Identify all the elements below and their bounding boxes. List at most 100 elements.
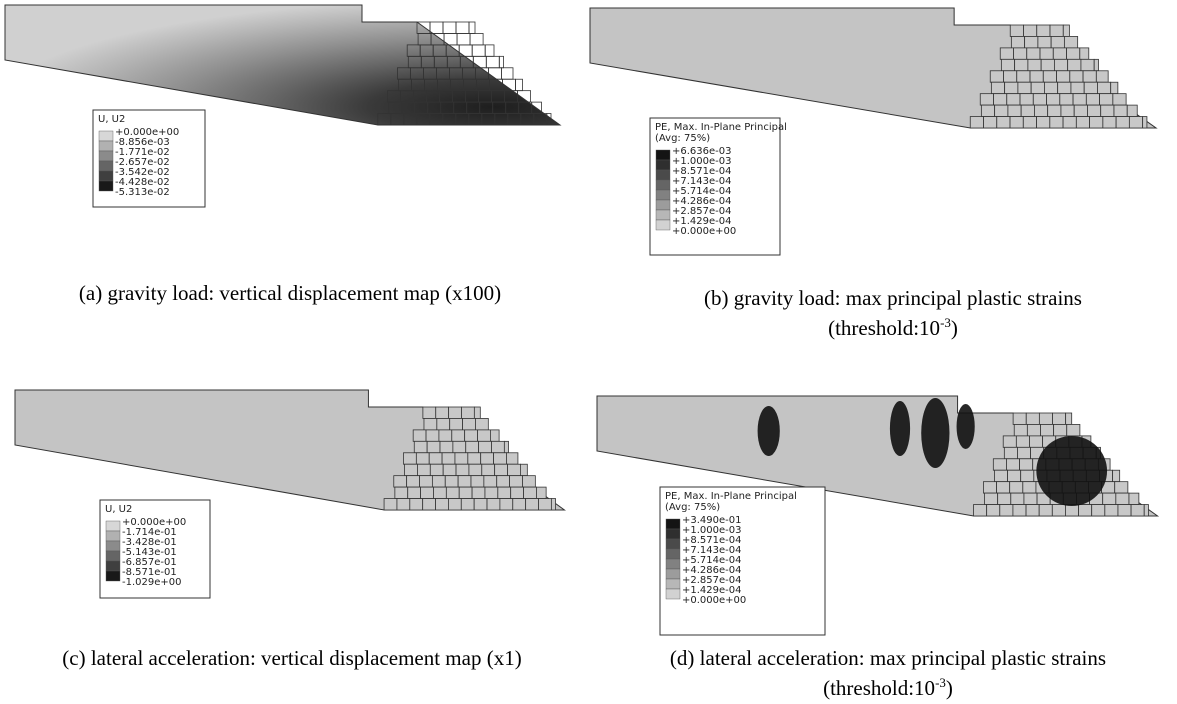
- block: [448, 499, 461, 510]
- block: [1040, 424, 1053, 435]
- block: [551, 499, 555, 510]
- block: [1053, 413, 1066, 424]
- block: [405, 464, 418, 475]
- legend-label: +0.000e+00: [672, 226, 736, 237]
- legend-swatch: [106, 521, 120, 531]
- legend-swatch: [656, 220, 670, 230]
- caption-part: (threshold:10: [823, 676, 935, 700]
- block: [1006, 459, 1019, 470]
- block: [1070, 71, 1083, 82]
- block: [461, 499, 474, 510]
- block: [1068, 59, 1081, 70]
- block: [1143, 117, 1147, 128]
- caption-part: -3: [935, 675, 946, 690]
- block: [1080, 48, 1089, 59]
- block: [1074, 105, 1087, 116]
- block: [433, 487, 446, 498]
- block: [1094, 59, 1098, 70]
- block: [1050, 117, 1063, 128]
- block: [1040, 48, 1053, 59]
- figure: U, U2+0.000e+00-8.856e-03-1.771e-02-2.65…: [0, 0, 1177, 704]
- block: [1011, 493, 1024, 504]
- block: [1061, 105, 1074, 116]
- block: [1097, 82, 1110, 93]
- block: [974, 505, 987, 516]
- legend-swatch: [106, 531, 120, 541]
- block: [1115, 482, 1128, 493]
- block: [1086, 94, 1099, 105]
- block: [1037, 25, 1050, 36]
- block: [511, 487, 524, 498]
- block: [1010, 117, 1023, 128]
- block: [1044, 82, 1057, 93]
- block: [472, 487, 485, 498]
- block: [1018, 82, 1031, 93]
- block: [994, 470, 1007, 481]
- legend-swatch: [656, 160, 670, 170]
- block: [987, 505, 1000, 516]
- block: [1015, 59, 1028, 70]
- caption-part: (threshold:10: [828, 316, 940, 340]
- block: [1000, 48, 1013, 59]
- block: [1029, 436, 1042, 447]
- block: [472, 45, 485, 56]
- block: [536, 487, 546, 498]
- block: [1028, 59, 1041, 70]
- block: [1087, 105, 1100, 116]
- caption: (d) lateral acceleration: max principal …: [670, 646, 1106, 670]
- block: [997, 117, 1010, 128]
- block: [1084, 82, 1097, 93]
- block: [430, 22, 443, 33]
- block: [1054, 424, 1067, 435]
- block: [993, 459, 1006, 470]
- block: [1039, 413, 1052, 424]
- block: [970, 117, 983, 128]
- legend-swatch: [99, 141, 113, 151]
- block: [997, 482, 1010, 493]
- block: [1004, 447, 1017, 458]
- block: [474, 407, 480, 418]
- block: [539, 499, 552, 510]
- block: [1103, 493, 1116, 504]
- block: [1016, 436, 1029, 447]
- block: [520, 464, 527, 475]
- block: [423, 499, 436, 510]
- legend-swatch: [666, 549, 680, 559]
- legend-swatch: [99, 171, 113, 181]
- block: [1033, 94, 1046, 105]
- block: [445, 476, 458, 487]
- block: [1003, 436, 1016, 447]
- block: [439, 430, 452, 441]
- block: [504, 441, 508, 452]
- block: [410, 499, 423, 510]
- block: [1027, 48, 1040, 59]
- block: [394, 476, 407, 487]
- block: [497, 476, 510, 487]
- model-view: [15, 390, 564, 510]
- legend: U, U2+0.000e+00-1.714e-01-3.428e-01-5.14…: [100, 500, 210, 598]
- block: [465, 430, 478, 441]
- block: [1047, 94, 1060, 105]
- block: [429, 453, 442, 464]
- block: [1027, 424, 1040, 435]
- block: [1127, 105, 1137, 116]
- block: [1079, 505, 1092, 516]
- strain-zone: [758, 406, 780, 456]
- block: [991, 82, 1004, 93]
- block: [1008, 470, 1021, 481]
- model-body: [5, 5, 560, 125]
- block: [1067, 424, 1080, 435]
- block: [1071, 82, 1084, 93]
- block: [1076, 117, 1089, 128]
- legend-swatch: [656, 170, 670, 180]
- block: [1083, 71, 1096, 82]
- legend-swatch: [106, 551, 120, 561]
- block: [1030, 71, 1043, 82]
- block: [1014, 424, 1027, 435]
- legend-swatch: [656, 150, 670, 160]
- block: [420, 476, 433, 487]
- strain-zone: [921, 398, 949, 468]
- block: [983, 482, 996, 493]
- block: [479, 441, 492, 452]
- block: [482, 464, 495, 475]
